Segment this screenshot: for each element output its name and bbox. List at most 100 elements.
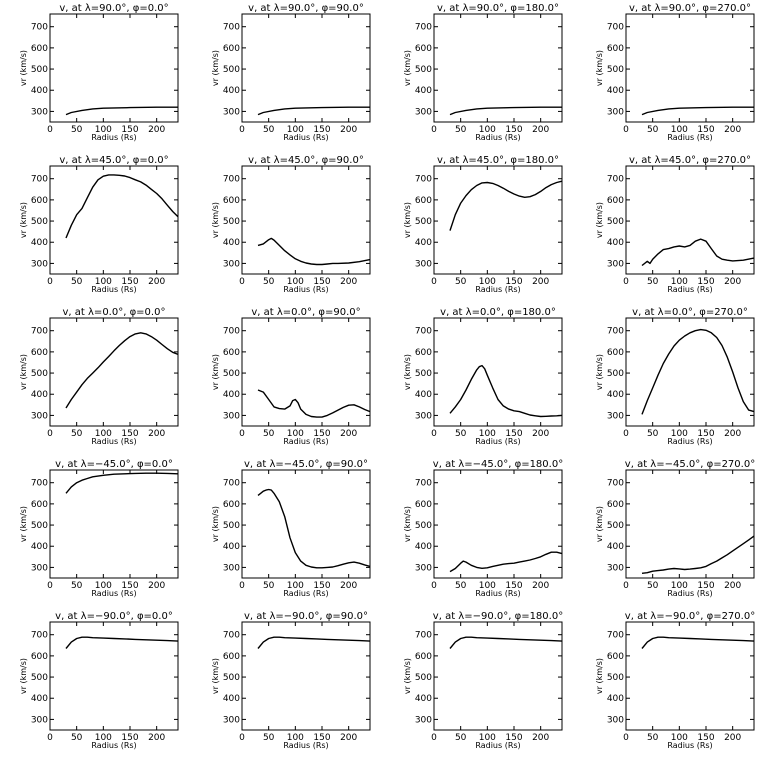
x-tick-label: 0: [47, 277, 53, 287]
x-axis-label: Radius (Rs): [283, 285, 328, 294]
x-tick-label: 150: [505, 733, 522, 743]
y-axis-label: vr (km/s): [19, 202, 28, 238]
x-tick-label: 50: [647, 429, 659, 439]
x-axis-label: Radius (Rs): [91, 133, 136, 142]
y-tick-label: 300: [415, 563, 432, 573]
x-tick-label: 150: [697, 429, 714, 439]
panel-title: v, at λ=90.0°, φ=180.0°: [437, 3, 559, 14]
y-tick-label: 500: [31, 673, 48, 683]
series-line: [449, 106, 562, 116]
y-tick-label: 600: [223, 348, 240, 358]
y-tick-label: 600: [415, 500, 432, 510]
y-tick-label: 500: [607, 673, 624, 683]
x-tick-label: 50: [71, 733, 83, 743]
x-tick-label: 0: [431, 125, 437, 135]
y-tick-label: 300: [223, 259, 240, 269]
plot-frame: [49, 13, 179, 123]
y-axis-label: vr (km/s): [211, 506, 220, 542]
y-tick-label: 600: [223, 44, 240, 54]
y-tick-label: 400: [223, 694, 240, 704]
y-axis-label: vr (km/s): [595, 506, 604, 542]
panel-title: v, at λ=0.0°, φ=0.0°: [63, 307, 166, 318]
panel-title: v, at λ=90.0°, φ=270.0°: [629, 3, 751, 14]
series-line: [641, 636, 755, 649]
y-axis-label: vr (km/s): [403, 202, 412, 238]
panel-title: v, at λ=0.0°, φ=90.0°: [251, 307, 360, 318]
panel-title: v, at λ=45.0°, φ=270.0°: [629, 155, 751, 166]
y-tick-label: 500: [31, 217, 48, 227]
x-tick-label: 200: [340, 581, 357, 591]
x-tick-label: 200: [148, 125, 165, 135]
y-axis-label: vr (km/s): [19, 50, 28, 86]
y-tick-label: 500: [607, 369, 624, 379]
y-tick-label: 600: [31, 348, 48, 358]
y-tick-label: 300: [415, 715, 432, 725]
y-axis-label: vr (km/s): [595, 50, 604, 86]
y-tick-label: 400: [415, 694, 432, 704]
x-tick-label: 200: [340, 733, 357, 743]
chart-panel-10: v, at λ=0.0°, φ=90.0° 0 50 100 150 200 300 400 5…: [211, 307, 371, 446]
x-tick-label: 0: [47, 125, 53, 135]
y-tick-label: 500: [223, 369, 240, 379]
x-tick-label: 0: [239, 125, 245, 135]
y-tick-label: 700: [607, 175, 624, 185]
y-tick-label: 600: [31, 196, 48, 206]
series-line: [641, 106, 754, 116]
panel-title: v, at λ=0.0°, φ=180.0°: [440, 307, 556, 318]
y-tick-label: 600: [31, 500, 48, 510]
x-tick-label: 0: [239, 733, 245, 743]
plot-frame: [625, 621, 755, 731]
y-tick-label: 500: [415, 369, 432, 379]
chart-panel-4: v, at λ=90.0°, φ=270.0° 0 50 100 150 200 300 40…: [595, 3, 755, 142]
x-tick-label: 0: [47, 429, 53, 439]
chart-panel-16: v, at λ=−45.0°, φ=270.0° 0 50 100 150 200 300 4…: [595, 459, 755, 598]
series-line: [449, 636, 563, 649]
chart-panel-18: v, at λ=−90.0°, φ=90.0° 0 50 100 150 200 300 40…: [211, 611, 371, 750]
plot-frame: [241, 317, 371, 427]
y-tick-label: 400: [31, 238, 48, 248]
x-axis-label: Radius (Rs): [283, 589, 328, 598]
chart-panel-19: v, at λ=−90.0°, φ=180.0° 0 50 100 150 200 300 4…: [403, 611, 563, 750]
y-tick-label: 300: [607, 107, 624, 117]
x-tick-label: 50: [455, 581, 467, 591]
y-tick-label: 300: [31, 259, 48, 269]
chart-panel-1: v, at λ=90.0°, φ=0.0° 0 50 100 150 200 300 400 5…: [19, 3, 179, 142]
x-tick-label: 0: [239, 277, 245, 287]
plot-frame: [241, 469, 371, 579]
y-tick-label: 400: [415, 390, 432, 400]
x-axis-label: Radius (Rs): [667, 437, 712, 446]
y-tick-label: 700: [223, 479, 240, 489]
x-tick-label: 0: [623, 429, 629, 439]
y-axis-label: vr (km/s): [211, 50, 220, 86]
plot-frame: [433, 621, 563, 731]
x-tick-label: 150: [121, 277, 138, 287]
x-tick-label: 150: [505, 125, 522, 135]
series-line: [65, 332, 179, 409]
y-tick-label: 500: [415, 217, 432, 227]
y-axis-label: vr (km/s): [19, 658, 28, 694]
y-tick-label: 700: [415, 327, 432, 337]
y-tick-label: 700: [415, 23, 432, 33]
chart-panel-14: v, at λ=−45.0°, φ=90.0° 0 50 100 150 200 300 40…: [211, 459, 371, 598]
y-tick-label: 300: [223, 563, 240, 573]
x-tick-label: 0: [47, 733, 53, 743]
x-axis-label: Radius (Rs): [91, 285, 136, 294]
y-tick-label: 700: [415, 479, 432, 489]
x-tick-label: 200: [148, 277, 165, 287]
x-tick-label: 50: [455, 429, 467, 439]
y-tick-label: 700: [31, 631, 48, 641]
x-tick-label: 200: [724, 125, 741, 135]
x-tick-label: 150: [505, 581, 522, 591]
y-tick-label: 500: [31, 369, 48, 379]
x-axis-label: Radius (Rs): [667, 741, 712, 750]
x-tick-label: 50: [455, 125, 467, 135]
y-tick-label: 400: [223, 390, 240, 400]
x-axis-label: Radius (Rs): [283, 741, 328, 750]
x-tick-label: 50: [71, 277, 83, 287]
y-tick-label: 500: [223, 65, 240, 75]
plot-frame: [625, 317, 755, 427]
x-tick-label: 0: [623, 125, 629, 135]
x-tick-label: 0: [431, 429, 437, 439]
x-tick-label: 200: [340, 125, 357, 135]
y-tick-label: 500: [415, 673, 432, 683]
